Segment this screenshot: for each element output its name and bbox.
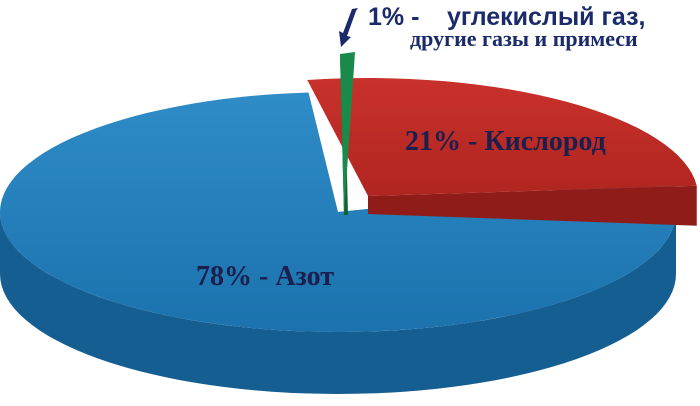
slice-oxygen [307,77,697,226]
label-other-line2: другие газы и примеси [410,26,638,51]
slice-oxygen-top [307,77,697,196]
slice-other [340,52,355,215]
slice-other-top [340,52,355,215]
arrow-icon [339,8,358,47]
slice-nitrogen-top [0,92,676,332]
slice-nitrogen [0,92,676,394]
label-other-percent: 1% - [368,3,419,31]
label-other-line1: углекислый газ, [447,3,645,31]
label-oxygen: 21% - Кислород [405,126,606,157]
label-nitrogen: 78% - Азот [196,261,334,292]
slice-oxygen-side [368,185,697,226]
